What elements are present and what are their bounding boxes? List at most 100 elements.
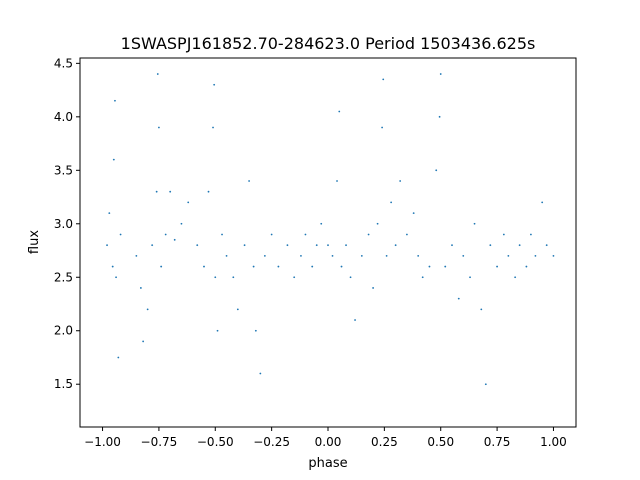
- data-point: [530, 233, 532, 236]
- data-point: [439, 73, 442, 75]
- x-tick-label: −1.00: [84, 435, 121, 449]
- data-point: [354, 319, 356, 321]
- data-point: [277, 265, 280, 268]
- data-point: [203, 265, 205, 268]
- data-point: [372, 287, 374, 289]
- data-point: [545, 244, 548, 247]
- y-tick-label: 4.0: [54, 110, 73, 124]
- data-point: [444, 265, 447, 268]
- x-tick-label: 0.50: [427, 435, 454, 449]
- data-point: [259, 372, 262, 375]
- data-point: [156, 73, 159, 75]
- data-point: [336, 180, 338, 182]
- data-point: [207, 190, 210, 193]
- data-point: [462, 254, 465, 257]
- data-point: [151, 244, 154, 247]
- data-point: [108, 212, 111, 214]
- data-point: [225, 254, 228, 257]
- data-point: [252, 265, 255, 268]
- data-point: [106, 244, 108, 247]
- data-point: [320, 222, 323, 225]
- x-tick-label: 0.75: [484, 435, 511, 449]
- data-point: [489, 244, 492, 247]
- data-point: [117, 356, 120, 359]
- data-point: [212, 126, 214, 129]
- y-axis-ticks: 1.5 2.0 2.5 3.0 3.5 4.0 4.5: [54, 56, 80, 391]
- data-point: [435, 169, 438, 172]
- data-point: [114, 99, 116, 102]
- chart-title: 1SWASPJ161852.70-284623.0 Period 1503436…: [121, 34, 536, 53]
- data-point: [232, 276, 235, 279]
- data-point: [412, 212, 415, 214]
- data-point: [139, 287, 142, 289]
- data-point: [345, 244, 347, 247]
- scatter-points: [106, 73, 555, 386]
- data-point: [164, 233, 167, 236]
- data-point: [216, 329, 219, 332]
- data-point: [263, 254, 266, 257]
- data-point: [248, 180, 250, 182]
- data-point: [254, 329, 257, 332]
- data-point: [473, 222, 476, 225]
- x-axis-label: phase: [308, 456, 347, 471]
- data-point: [173, 238, 176, 241]
- data-point: [142, 340, 145, 343]
- data-point: [417, 254, 420, 257]
- data-point: [270, 233, 273, 236]
- data-point: [496, 265, 498, 268]
- data-point: [421, 276, 424, 279]
- data-point: [451, 244, 453, 247]
- data-point: [367, 233, 370, 236]
- x-tick-label: 0.25: [371, 435, 398, 449]
- x-axis-ticks: −1.00 −0.75 −0.50 −0.25 0.00 0.25 0.50 0.75 1.00: [84, 427, 567, 449]
- data-point: [293, 276, 296, 279]
- data-point: [541, 201, 544, 204]
- data-point: [480, 308, 483, 311]
- x-tick-label: −0.50: [197, 435, 234, 449]
- data-point: [385, 254, 388, 257]
- data-point: [327, 244, 329, 247]
- data-point: [300, 254, 302, 257]
- data-point: [243, 244, 246, 247]
- data-point: [406, 233, 408, 236]
- data-point: [390, 201, 393, 204]
- data-point: [135, 254, 138, 257]
- y-tick-label: 2.0: [54, 324, 73, 338]
- data-point: [381, 126, 384, 129]
- data-point: [484, 383, 487, 386]
- data-point: [196, 244, 199, 247]
- data-point: [376, 222, 379, 225]
- data-point: [214, 276, 217, 279]
- data-point: [115, 276, 117, 279]
- x-tick-label: −0.75: [141, 435, 178, 449]
- data-point: [507, 254, 510, 257]
- data-point: [187, 201, 190, 204]
- data-point: [119, 233, 122, 236]
- data-point: [338, 110, 341, 113]
- data-point: [428, 265, 431, 268]
- y-tick-label: 4.5: [54, 56, 73, 70]
- data-point: [180, 222, 183, 225]
- x-tick-label: −0.25: [253, 435, 290, 449]
- data-point: [213, 83, 216, 86]
- data-point: [382, 78, 385, 81]
- data-point: [457, 297, 460, 300]
- data-point: [236, 308, 239, 311]
- y-tick-label: 3.0: [54, 217, 73, 231]
- y-axis-label: flux: [27, 230, 42, 254]
- x-tick-label: 0.00: [315, 435, 342, 449]
- data-point: [111, 265, 114, 268]
- data-point: [502, 233, 505, 236]
- data-point: [146, 308, 149, 311]
- y-tick-label: 1.5: [54, 377, 73, 391]
- data-point: [438, 115, 441, 118]
- data-point: [286, 244, 289, 247]
- data-point: [525, 265, 528, 268]
- data-point: [221, 233, 223, 236]
- x-tick-label: 1.00: [540, 435, 567, 449]
- data-point: [514, 276, 517, 279]
- data-point: [360, 254, 363, 257]
- data-point: [349, 276, 352, 279]
